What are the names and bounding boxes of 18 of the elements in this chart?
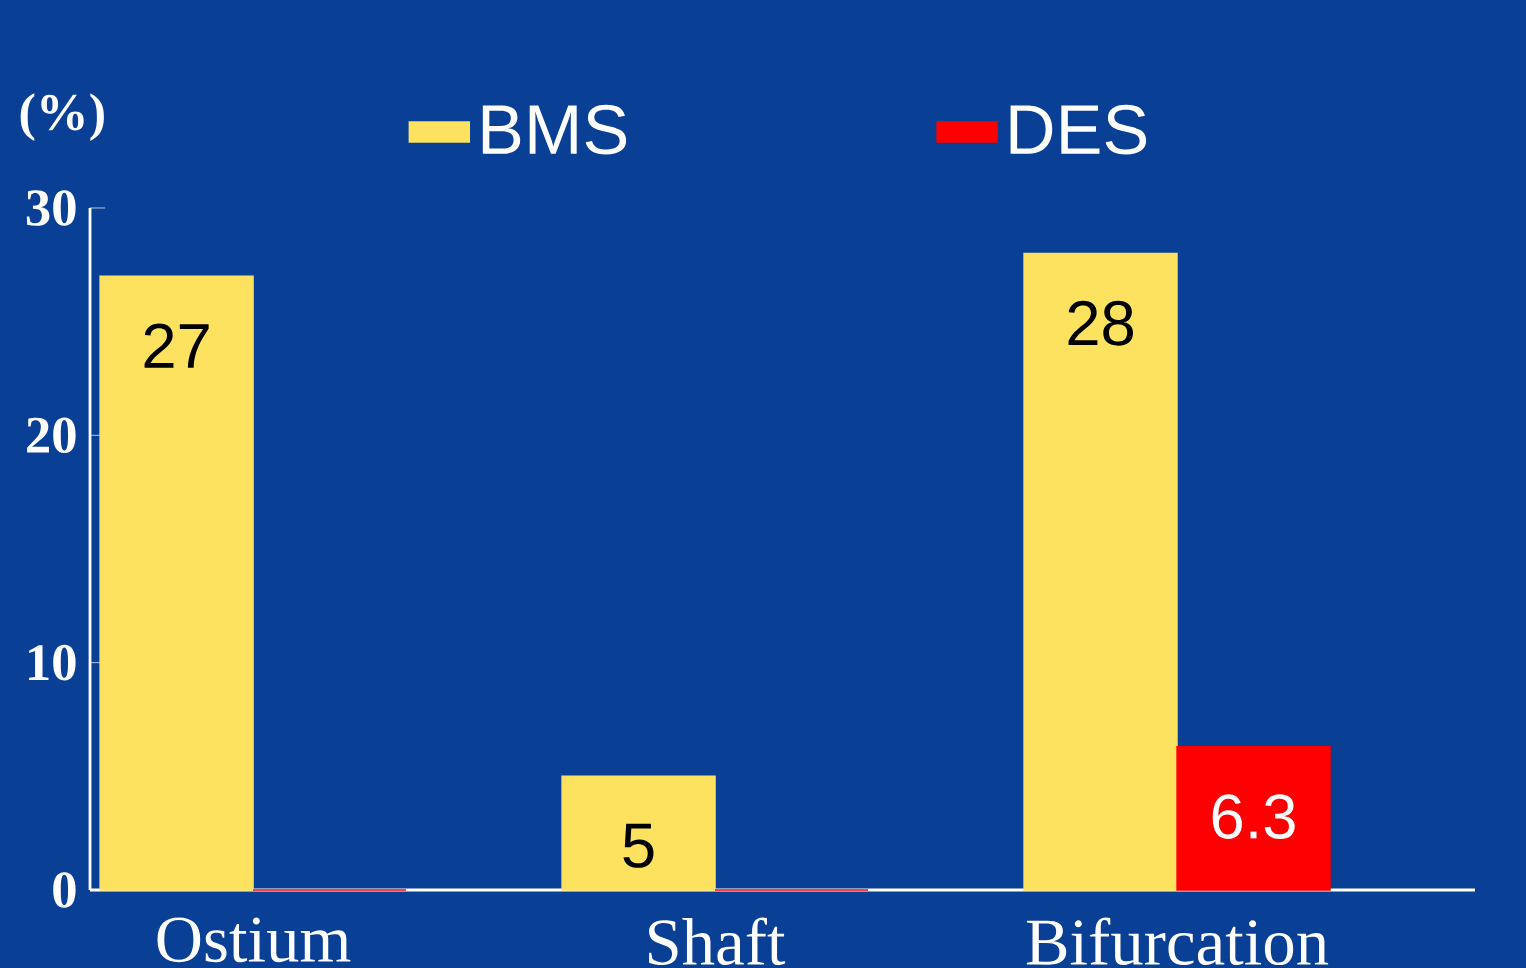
x-tick-label: Shaft xyxy=(649,917,786,966)
bar xyxy=(1023,252,1178,891)
bar xyxy=(1176,746,1331,891)
data-label: 28 xyxy=(1068,300,1133,346)
x-tick-label: Bifurcation xyxy=(1026,917,1329,966)
bar xyxy=(561,775,716,891)
legend-label: BMS xyxy=(482,104,627,155)
y-tick-label: 20 xyxy=(27,417,76,454)
y-tick-label: 10 xyxy=(29,644,76,681)
data-label: 27 xyxy=(144,323,209,368)
y-axis-title: (%) xyxy=(20,93,104,142)
data-label: 5 xyxy=(623,823,654,868)
data-label: 6.3 xyxy=(1212,794,1295,839)
legend-label: DES xyxy=(1010,104,1147,155)
x-tick-label: Ostium xyxy=(157,917,351,963)
y-tick-label: 0 xyxy=(53,872,76,908)
y-tick-label: 30 xyxy=(26,190,76,226)
bar xyxy=(99,275,254,891)
